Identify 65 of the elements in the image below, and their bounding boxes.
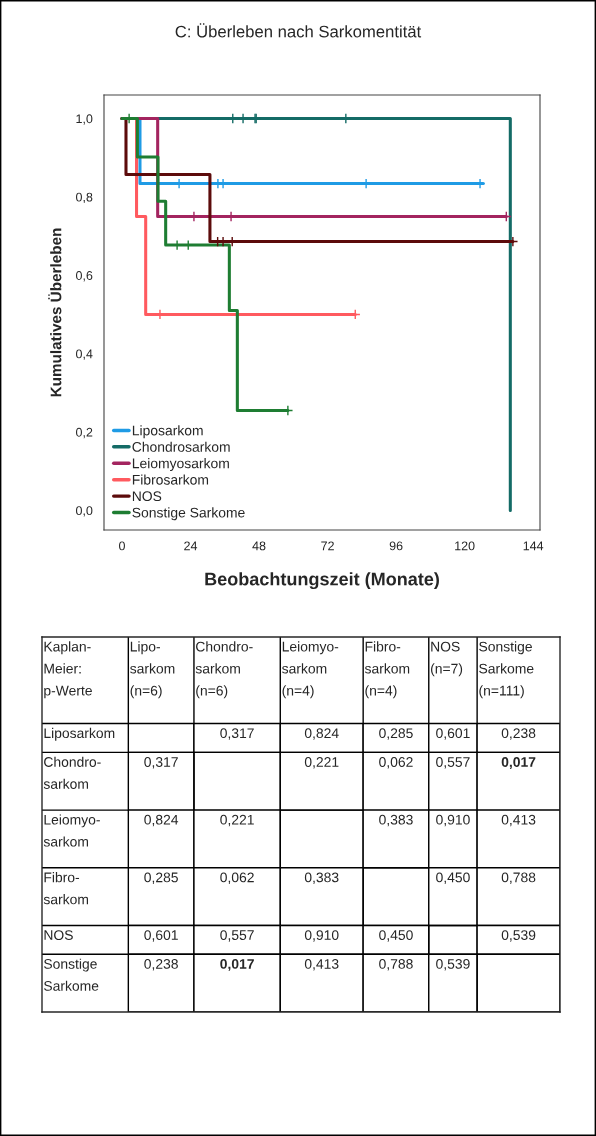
data-label: 0,557: [220, 930, 254, 942]
data-label: 0,017: [501, 757, 536, 769]
legend-label: NOS: [132, 491, 162, 502]
data-label: 0,601: [144, 930, 178, 942]
data-label: 0,238: [144, 959, 178, 971]
legend-label: Sonstige Sarkome: [132, 507, 245, 521]
data-label: 0,450: [379, 930, 413, 942]
x-tick-label: 24: [184, 541, 198, 551]
y-tick-label: Sonstige Sarkome: [44, 958, 99, 991]
x-tick-label: Lipo- sarkom (n=6): [130, 641, 175, 699]
y-axis-title: Kumulatives Überleben: [48, 228, 62, 397]
chart-title: C: Überleben nach Sarkomentität: [175, 23, 422, 38]
y-tick-label: 0,2: [76, 427, 93, 439]
chart-title: Kaplan- Meier: p-Werte: [44, 641, 92, 699]
data-label: 0,824: [304, 728, 339, 740]
x-tick-label: 0: [119, 541, 125, 551]
data-label: 0,539: [501, 930, 536, 942]
y-tick-label: Liposarkom: [44, 727, 115, 741]
y-tick-label: 0,8: [76, 192, 93, 204]
x-tick-label: 144: [523, 541, 544, 551]
data-label: 0,557: [436, 757, 470, 769]
y-tick-label: 0,6: [76, 271, 93, 282]
y-tick-label: 1,0: [76, 114, 93, 125]
data-label: 0,383: [304, 872, 339, 884]
data-label: 0,413: [304, 959, 339, 971]
y-tick-label: Chondro- sarkom: [43, 756, 101, 789]
x-tick-label: Sonstige Sarkome (n=111): [479, 641, 534, 699]
data-label: 0,317: [220, 728, 254, 740]
data-label: 0,285: [144, 872, 178, 884]
y-tick-label: Leiomyo- sarkom: [43, 814, 100, 847]
y-tick-label: 0,0: [76, 506, 93, 517]
legend-label: Leiomyosarkom: [132, 458, 229, 472]
data-label: 0,285: [379, 728, 413, 740]
data-label: 0,910: [304, 930, 339, 942]
x-tick-label: Leiomyo- sarkom (n=4): [282, 641, 339, 699]
y-tick-label: Fibro- sarkom: [43, 872, 88, 905]
legend-label: Fibrosarkom: [132, 474, 209, 485]
y-tick-label: 0,4: [76, 349, 93, 360]
data-label: 0,450: [436, 872, 470, 884]
x-axis-title: Beobachtungszeit (Monate): [205, 572, 439, 590]
data-label: 0,221: [304, 757, 339, 769]
x-tick-label: 72: [321, 541, 334, 551]
x-tick-label: Fibro- sarkom (n=4): [364, 641, 410, 699]
data-label: 0,788: [379, 959, 413, 971]
data-label: 0,601: [436, 728, 470, 740]
legend-label: Chondrosarkom: [132, 441, 230, 452]
data-label: 0,824: [144, 814, 179, 827]
x-tick-label: Chondro- sarkom (n=6): [195, 641, 253, 699]
data-label: 0,238: [501, 728, 536, 740]
data-label: 0,317: [144, 757, 178, 769]
data-label: 0,221: [220, 814, 254, 827]
x-tick-label: NOS (n=7): [431, 641, 463, 677]
data-label: 0,383: [379, 814, 413, 827]
y-tick-label: NOS: [44, 930, 73, 940]
data-label: 0,910: [436, 814, 470, 827]
x-tick-label: 96: [389, 541, 403, 551]
data-label: 0,539: [436, 959, 470, 971]
x-tick-label: 48: [252, 541, 266, 551]
data-label: 0,788: [501, 872, 536, 884]
data-label: 0,017: [220, 959, 254, 971]
data-label: 0,062: [379, 757, 413, 769]
data-label: 0,413: [501, 814, 536, 827]
legend-label: Liposarkom: [132, 425, 203, 439]
x-tick-label: 120: [455, 541, 475, 551]
data-label: 0,062: [220, 872, 254, 884]
